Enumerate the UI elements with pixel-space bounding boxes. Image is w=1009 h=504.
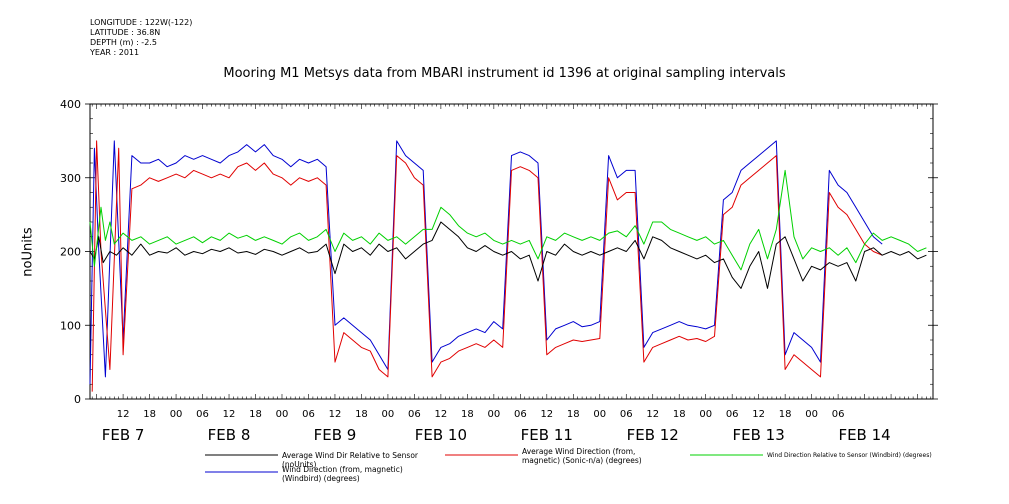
- y-tick-label: 200: [60, 246, 81, 259]
- longitude-text: LONGITUDE : 122W(-122): [90, 18, 193, 27]
- x-tick-label: 00: [805, 409, 818, 420]
- x-tick-label: 18: [567, 409, 580, 420]
- year-text: YEAR : 2011: [90, 48, 140, 57]
- y-tick-label: 400: [60, 98, 81, 111]
- x-tick-label: 18: [143, 409, 156, 420]
- day-label: FEB 11: [521, 426, 573, 444]
- legend-label-green: Wind Direction Relative to Sensor (Windb…: [767, 452, 932, 459]
- header-block: LONGITUDE : 122W(-122) LATITUDE : 36.8N …: [90, 18, 192, 58]
- y-tick-label: 0: [74, 393, 81, 406]
- x-tick-label: 12: [329, 409, 342, 420]
- legend-label-red: Average Wind Direction (from, magnetic) …: [522, 447, 642, 465]
- legend-label-black: Average Wind Dir Relative to Sensor (noU…: [282, 451, 418, 469]
- x-tick-label: 00: [170, 409, 183, 420]
- x-tick-label: 06: [196, 409, 209, 420]
- x-tick-label: 12: [646, 409, 659, 420]
- series-line-2: [89, 169, 927, 271]
- x-tick-label: 12: [752, 409, 765, 420]
- y-tick-label: 100: [60, 319, 81, 332]
- x-tick-label: 18: [779, 409, 792, 420]
- x-tick-label: 06: [832, 409, 845, 420]
- day-label: FEB 9: [314, 426, 357, 444]
- x-tick-label: 18: [249, 409, 262, 420]
- x-tick-label: 18: [673, 409, 686, 420]
- latitude-text: LATITUDE : 36.8N: [90, 28, 161, 37]
- x-tick-label: 12: [117, 409, 130, 420]
- chart-title: Mooring M1 Metsys data from MBARI instru…: [223, 66, 786, 81]
- x-tick-label: 06: [726, 409, 739, 420]
- x-tick-label: 00: [382, 409, 395, 420]
- day-label: FEB 10: [415, 426, 467, 444]
- x-tick-label: 12: [223, 409, 236, 420]
- x-tick-label: 00: [487, 409, 500, 420]
- x-tick-label: 06: [514, 409, 527, 420]
- x-tick-label: 06: [302, 409, 315, 420]
- x-tick-label: 12: [540, 409, 553, 420]
- series-line-0: [89, 221, 927, 289]
- legend-label-blue: Wind Direction (from, magnetic) (Windbir…: [282, 465, 403, 483]
- x-tick-label: 06: [620, 409, 633, 420]
- y-tick-label: 300: [60, 172, 81, 185]
- day-label: FEB 14: [838, 426, 890, 444]
- x-tick-label: 00: [593, 409, 606, 420]
- depth-text: DEPTH (m) : -2.5: [90, 38, 157, 47]
- x-tick-label: 00: [699, 409, 712, 420]
- day-label: FEB 7: [102, 426, 145, 444]
- x-tick-label: 18: [461, 409, 474, 420]
- day-label: FEB 12: [627, 426, 679, 444]
- x-tick-label: 06: [408, 409, 421, 420]
- series-line-1: [91, 140, 883, 392]
- day-label: FEB 13: [733, 426, 785, 444]
- series-line-3: [89, 140, 883, 385]
- x-tick-label: 12: [435, 409, 448, 420]
- day-label: FEB 8: [208, 426, 251, 444]
- x-tick-label: 00: [276, 409, 289, 420]
- x-tick-label: 18: [355, 409, 368, 420]
